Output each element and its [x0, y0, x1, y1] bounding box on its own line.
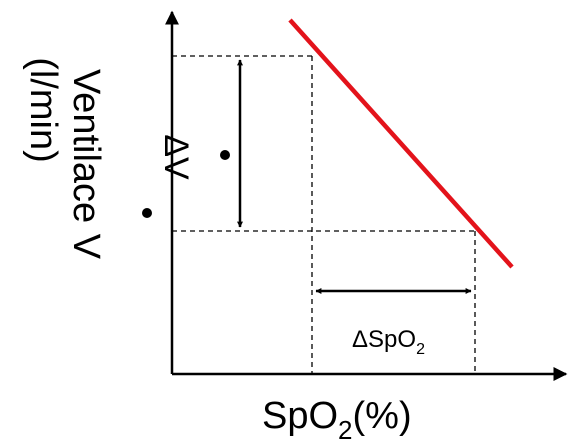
x-axis-label: SpO2(%) [262, 395, 412, 445]
delta-v-label: ΔV [157, 134, 195, 180]
ventilation-spo2-line [288, 18, 514, 269]
y-axis-bullet-dot [142, 208, 152, 218]
x-axis-label-main: SpO [262, 395, 338, 437]
y-axis-label-line1: Ventilace V [65, 69, 107, 260]
delta-spo2-label: ΔSpO2 [352, 326, 425, 358]
delta-spo2-label-subscript: 2 [416, 341, 425, 358]
x-axis-label-subscript: 2 [338, 415, 352, 445]
x-axis-label-unit: (%) [353, 395, 412, 437]
delta-spo2-label-main: ΔSpO [352, 326, 416, 353]
delta-v-bullet-dot [220, 150, 230, 160]
y-axis-label-line2: (l/min) [22, 57, 64, 163]
